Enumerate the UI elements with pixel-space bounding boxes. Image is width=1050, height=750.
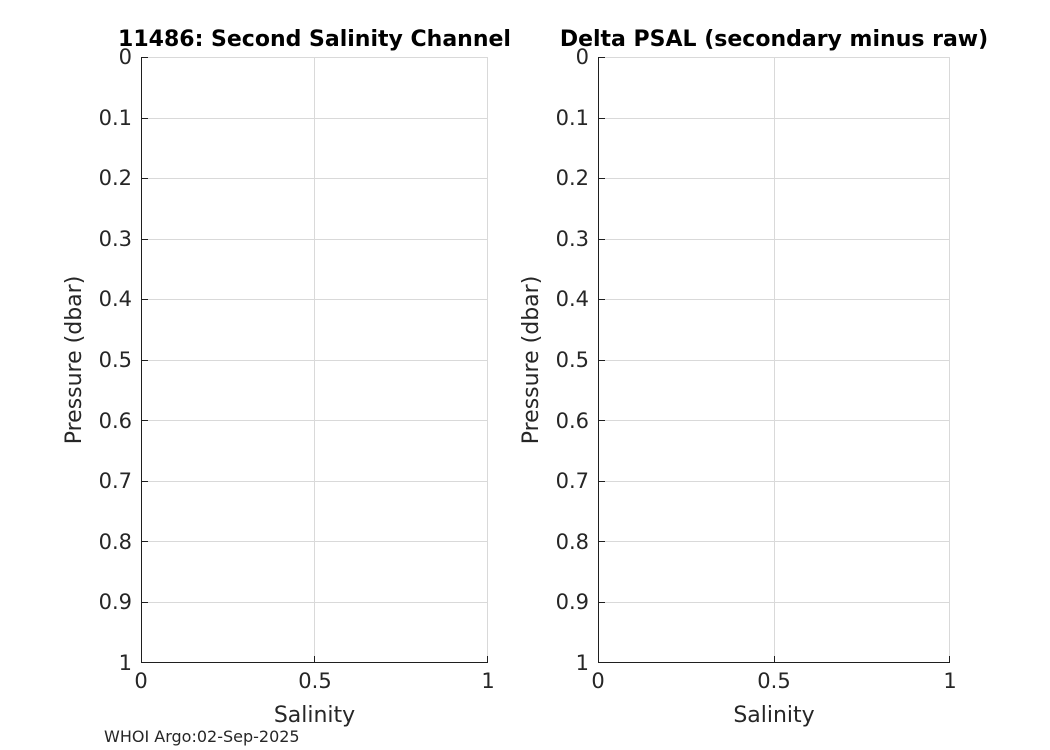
y-tick-label: 1: [118, 651, 132, 675]
x-tick-label: 1: [943, 669, 957, 693]
y-tick-label: 0.1: [98, 106, 132, 130]
y-axis-spine: [598, 57, 599, 663]
tick-mark: [599, 299, 605, 300]
y-tick-label: 0.6: [555, 409, 589, 433]
tick-mark: [599, 481, 605, 482]
y-tick-label: 0.1: [555, 106, 589, 130]
tick-mark: [599, 602, 605, 603]
gridline: [487, 57, 488, 663]
y-tick-label: 0.2: [98, 166, 132, 190]
tick-mark: [599, 239, 605, 240]
y-tick-label: 0.9: [555, 590, 589, 614]
y-tick-label: 0.4: [555, 287, 589, 311]
tick-mark: [599, 662, 605, 663]
x-axis-label: Salinity: [273, 703, 356, 728]
x-tick-label: 1: [481, 669, 495, 693]
x-axis-spine: [141, 662, 488, 663]
x-tick-label: 0: [134, 669, 148, 693]
tick-mark: [142, 118, 148, 119]
tick-mark: [142, 57, 148, 58]
tick-mark: [142, 360, 148, 361]
y-tick-label: 1: [575, 651, 589, 675]
y-tick-label: 0: [575, 45, 589, 69]
y-tick-label: 0.7: [98, 469, 132, 493]
plot-title: 11486: Second Salinity Channel: [118, 27, 511, 52]
x-axis-label: Salinity: [733, 703, 815, 728]
y-tick-label: 0.4: [98, 287, 132, 311]
plot-area: [141, 57, 488, 663]
tick-mark: [598, 656, 599, 662]
tick-mark: [142, 178, 148, 179]
tick-mark: [599, 178, 605, 179]
y-axis-spine: [141, 57, 142, 663]
y-tick-label: 0.5: [555, 348, 589, 372]
footer-timestamp: WHOI Argo:02-Sep-2025: [104, 727, 300, 746]
tick-mark: [142, 481, 148, 482]
y-tick-label: 0.5: [98, 348, 132, 372]
tick-mark: [949, 656, 950, 662]
y-tick-label: 0.3: [98, 227, 132, 251]
tick-mark: [142, 239, 148, 240]
gridline: [949, 57, 950, 663]
gridline: [314, 57, 315, 663]
y-tick-label: 0.2: [555, 166, 589, 190]
x-tick-label: 0.5: [757, 669, 791, 693]
gridline: [774, 57, 775, 663]
tick-mark: [142, 299, 148, 300]
tick-mark: [142, 420, 148, 421]
tick-mark: [599, 57, 605, 58]
tick-mark: [314, 656, 315, 662]
x-tick-label: 0: [591, 669, 605, 693]
tick-mark: [141, 656, 142, 662]
tick-mark: [599, 118, 605, 119]
plot-title: Delta PSAL (secondary minus raw): [559, 27, 989, 52]
tick-mark: [487, 656, 488, 662]
y-tick-label: 0.7: [555, 469, 589, 493]
tick-mark: [599, 360, 605, 361]
y-tick-label: 0.9: [98, 590, 132, 614]
tick-mark: [142, 541, 148, 542]
y-tick-label: 0: [118, 45, 132, 69]
y-tick-label: 0.6: [98, 409, 132, 433]
tick-mark: [142, 662, 148, 663]
tick-mark: [774, 656, 775, 662]
y-tick-label: 0.8: [555, 530, 589, 554]
plot-area: [598, 57, 950, 663]
tick-mark: [599, 420, 605, 421]
y-tick-label: 0.3: [555, 227, 589, 251]
x-tick-label: 0.5: [298, 669, 332, 693]
tick-mark: [142, 602, 148, 603]
x-axis-spine: [598, 662, 950, 663]
y-tick-label: 0.8: [98, 530, 132, 554]
tick-mark: [599, 541, 605, 542]
